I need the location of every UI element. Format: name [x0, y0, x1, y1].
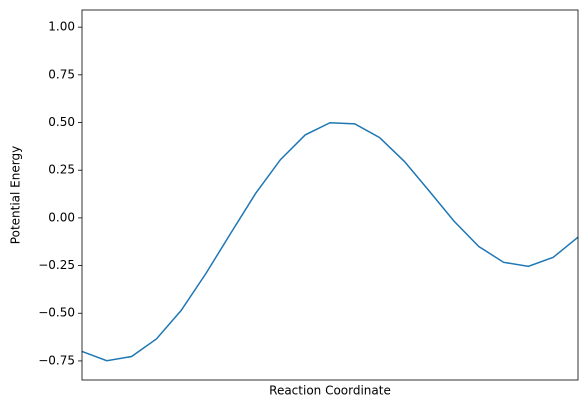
x-axis-label: Reaction Coordinate — [269, 384, 391, 398]
plot-frame — [81, 9, 579, 381]
y-tick-label: 1.00 — [48, 20, 75, 34]
y-tick-label: −0.50 — [38, 306, 75, 320]
y-axis-label: Potential Energy — [9, 146, 23, 244]
line-series — [81, 121, 579, 362]
y-tick-label: −0.25 — [38, 258, 75, 272]
y-tick-label: −0.75 — [38, 353, 75, 367]
y-tick-label: 0.50 — [48, 115, 75, 129]
y-tick-label: 0.25 — [48, 163, 75, 177]
y-tick-label: 0.75 — [48, 67, 75, 81]
y-tick-label: 0.00 — [48, 210, 75, 224]
